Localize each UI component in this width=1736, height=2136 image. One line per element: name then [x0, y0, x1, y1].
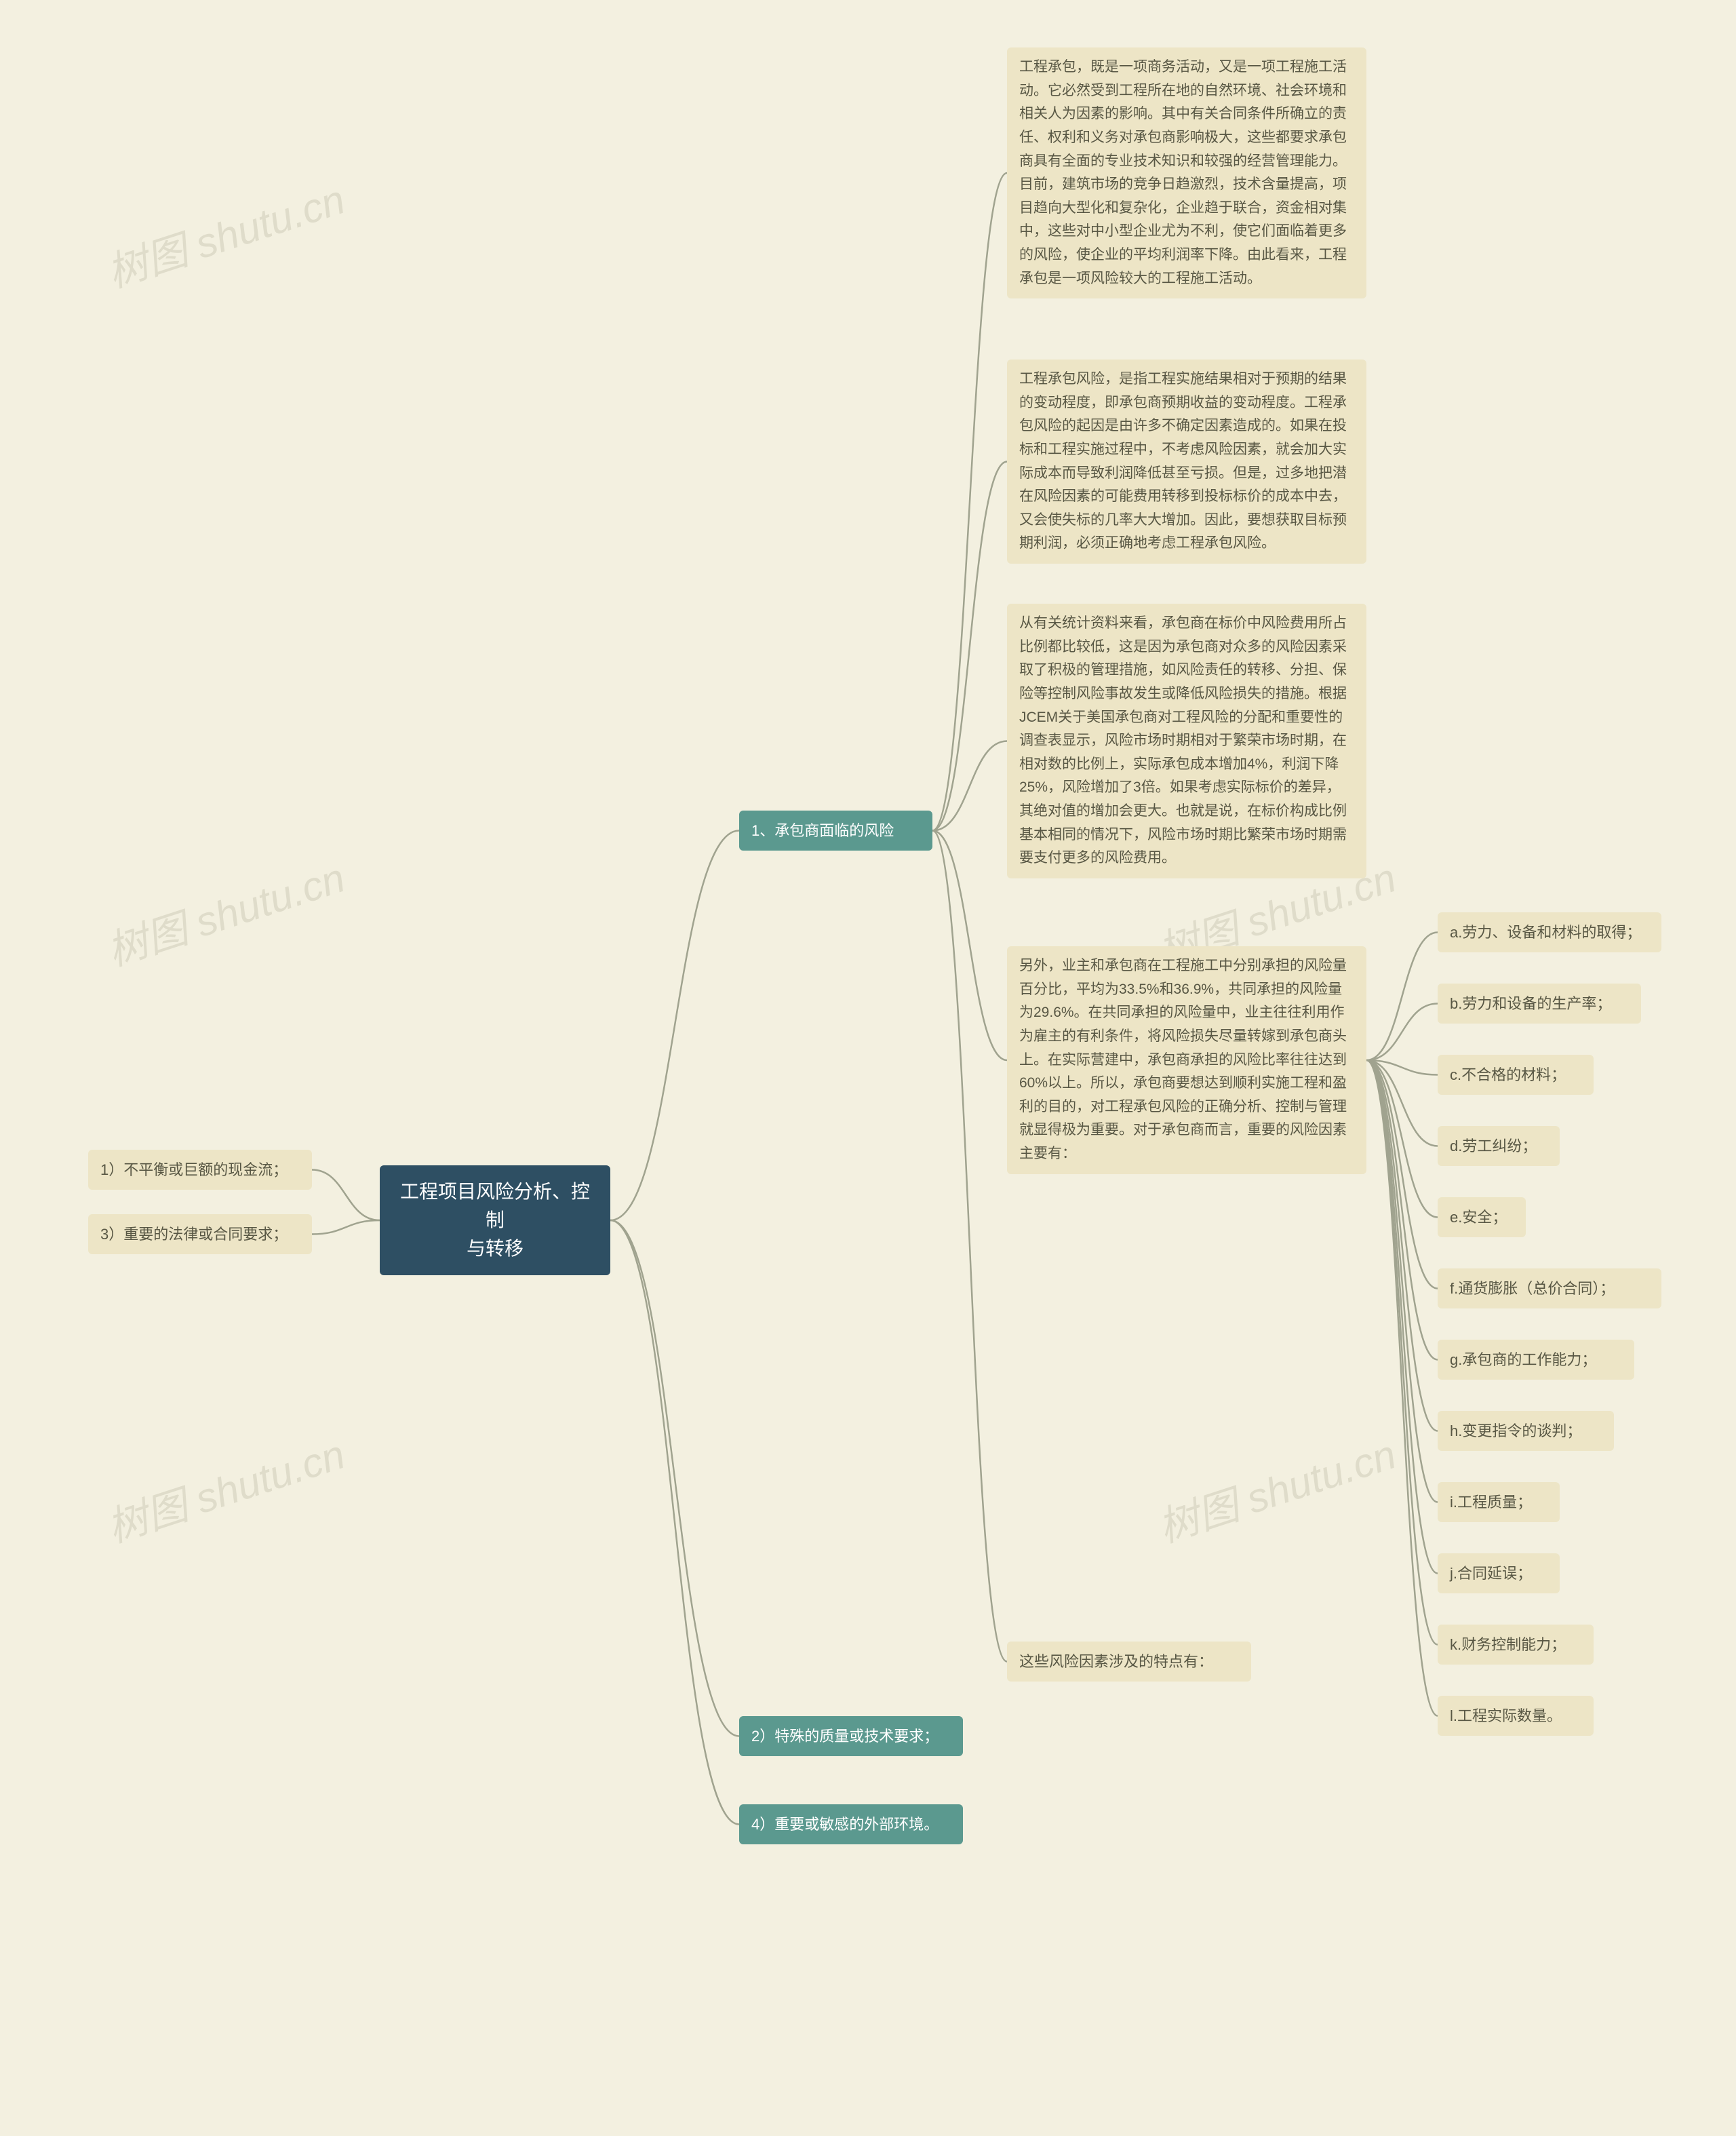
root-line1: 工程项目风险分析、控制 [400, 1181, 590, 1230]
risk-item-c[interactable]: c.不合格的材料； [1438, 1055, 1594, 1095]
risk-paragraph-3[interactable]: 从有关统计资料来看，承包商在标价中风险费用所占比例都比较低，这是因为承包商对众多… [1007, 604, 1366, 878]
left-item-1[interactable]: 1）不平衡或巨额的现金流； [88, 1150, 312, 1190]
risk-paragraph-4[interactable]: 另外，业主和承包商在工程施工中分别承担的风险量百分比，平均为33.5%和36.9… [1007, 946, 1366, 1174]
risk-paragraph-1[interactable]: 工程承包，既是一项商务活动，又是一项工程施工活动。它必然受到工程所在地的自然环境… [1007, 47, 1366, 298]
watermark: 树图 shutu.cn [1149, 1422, 1402, 1554]
risk-item-e[interactable]: e.安全； [1438, 1197, 1526, 1237]
branch-risks[interactable]: 1、承包商面临的风险 [739, 811, 932, 851]
risk-item-f[interactable]: f.通货膨胀（总价合同）； [1438, 1268, 1661, 1308]
left-item-3[interactable]: 3）重要的法律或合同要求； [88, 1214, 312, 1254]
risk-item-g[interactable]: g.承包商的工作能力； [1438, 1340, 1634, 1380]
watermark: 树图 shutu.cn [98, 167, 351, 299]
watermark: 树图 shutu.cn [98, 845, 351, 977]
risk-paragraph-2[interactable]: 工程承包风险，是指工程实施结果相对于预期的结果的变动程度，即承包商预期收益的变动… [1007, 360, 1366, 564]
risk-item-i[interactable]: i.工程质量； [1438, 1482, 1560, 1522]
risk-item-a[interactable]: a.劳力、设备和材料的取得； [1438, 912, 1661, 952]
risk-item-h[interactable]: h.变更指令的谈判； [1438, 1411, 1614, 1451]
risk-paragraph-5[interactable]: 这些风险因素涉及的特点有： [1007, 1642, 1251, 1682]
watermark: 树图 shutu.cn [98, 1422, 351, 1554]
risk-item-b[interactable]: b.劳力和设备的生产率； [1438, 984, 1641, 1024]
risk-item-l[interactable]: l.工程实际数量。 [1438, 1696, 1594, 1736]
risk-item-k[interactable]: k.财务控制能力； [1438, 1625, 1594, 1665]
root-line2: 与转移 [467, 1238, 524, 1259]
risk-item-j[interactable]: j.合同延误； [1438, 1553, 1560, 1593]
branch-item-4[interactable]: 4）重要或敏感的外部环境。 [739, 1804, 963, 1844]
branch-item-2[interactable]: 2）特殊的质量或技术要求； [739, 1716, 963, 1756]
root-node[interactable]: 工程项目风险分析、控制 与转移 [380, 1165, 610, 1275]
risk-item-d[interactable]: d.劳工纠纷； [1438, 1126, 1560, 1166]
